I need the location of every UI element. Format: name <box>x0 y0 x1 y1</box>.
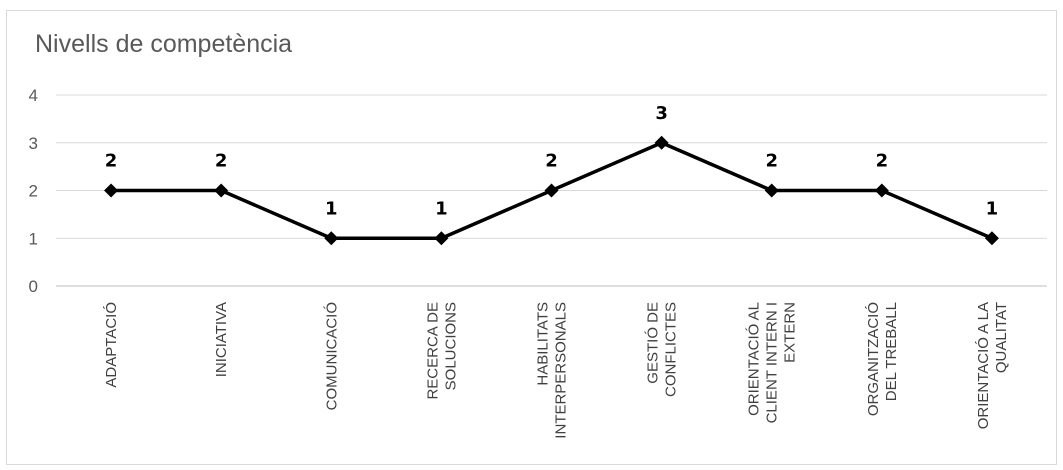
x-tick-label-line: ADAPTACIÓ <box>103 302 120 388</box>
data-label: 2 <box>105 151 118 172</box>
data-label: 1 <box>435 198 448 219</box>
x-tick-label: HABILITATS INTERPERSONALS <box>535 302 570 439</box>
data-point-marker <box>984 231 999 246</box>
x-tick-label: ORIENTACIÓ AL CLIENT INTERN I EXTERN <box>746 302 799 423</box>
x-tick-label-line: GESTIÓ DE <box>645 302 662 384</box>
x-tick-label: GESTIÓ DE CONFLICTES <box>645 302 680 397</box>
chart-title: Nivells de competència <box>35 30 293 58</box>
x-tick-label: ORIENTACIÓ A LA QUALITAT <box>975 302 1010 429</box>
data-label: 2 <box>876 151 889 172</box>
x-tick-label-line: COMUNICACIÓ <box>323 302 340 410</box>
data-label: 1 <box>325 198 338 219</box>
x-tick-label: ADAPTACIÓ <box>103 302 120 388</box>
series <box>104 135 999 246</box>
data-label: 3 <box>655 103 668 124</box>
data-point-marker <box>764 183 779 198</box>
data-label: 2 <box>215 151 228 172</box>
x-tick-label: INICIATIVA <box>213 302 230 377</box>
data-point-marker <box>874 183 889 198</box>
data-label: 2 <box>765 151 778 172</box>
data-point-marker <box>654 135 669 150</box>
y-tick-label: 2 <box>29 182 38 201</box>
data-point-marker <box>104 183 119 198</box>
x-tick-label-line: QUALITAT <box>993 302 1010 373</box>
x-axis: ADAPTACIÓ INICIATIVA COMUNICACIÓ RECERCA DE… <box>103 302 1010 439</box>
y-tick-label: 0 <box>29 277 38 296</box>
x-tick-label-line: CLIENT INTERN I <box>764 302 781 423</box>
data-point-marker <box>214 183 229 198</box>
y-axis: 0 1 2 3 4 <box>29 86 38 296</box>
x-tick-label: COMUNICACIÓ <box>323 302 340 410</box>
y-tick-label: 3 <box>29 134 38 153</box>
y-tick-label: 1 <box>29 229 38 248</box>
x-tick-label: RECERCA DE SOLUCIONS <box>424 302 459 400</box>
y-tick-label: 4 <box>29 86 38 105</box>
x-tick-label-line: ORIENTACIÓ A LA <box>975 302 992 429</box>
x-tick-label-line: ORIENTACIÓ AL <box>746 302 763 416</box>
data-label: 2 <box>545 151 558 172</box>
x-tick-label-line: SOLUCIONS <box>442 302 459 390</box>
x-tick-label-line: RECERCA DE <box>424 302 441 400</box>
data-point-marker <box>544 183 559 198</box>
data-label: 1 <box>986 198 999 219</box>
x-tick-label-line: INICIATIVA <box>213 302 230 377</box>
data-point-marker <box>324 231 339 246</box>
chart-frame <box>6 10 1057 465</box>
x-tick-label-line: EXTERN <box>782 302 799 363</box>
x-tick-label-line: DEL TREBALL <box>883 302 900 401</box>
x-tick-label-line: HABILITATS <box>535 302 552 386</box>
x-tick-label-line: CONFLICTES <box>663 302 680 397</box>
x-tick-label-line: INTERPERSONALS <box>553 302 570 439</box>
data-labels: 2 2 1 1 2 3 2 2 1 <box>103 101 999 221</box>
x-tick-label: ORGANITZACIÓ DEL TREBALL <box>865 302 900 416</box>
x-tick-label-line: ORGANITZACIÓ <box>865 302 882 416</box>
data-point-marker <box>434 231 449 246</box>
